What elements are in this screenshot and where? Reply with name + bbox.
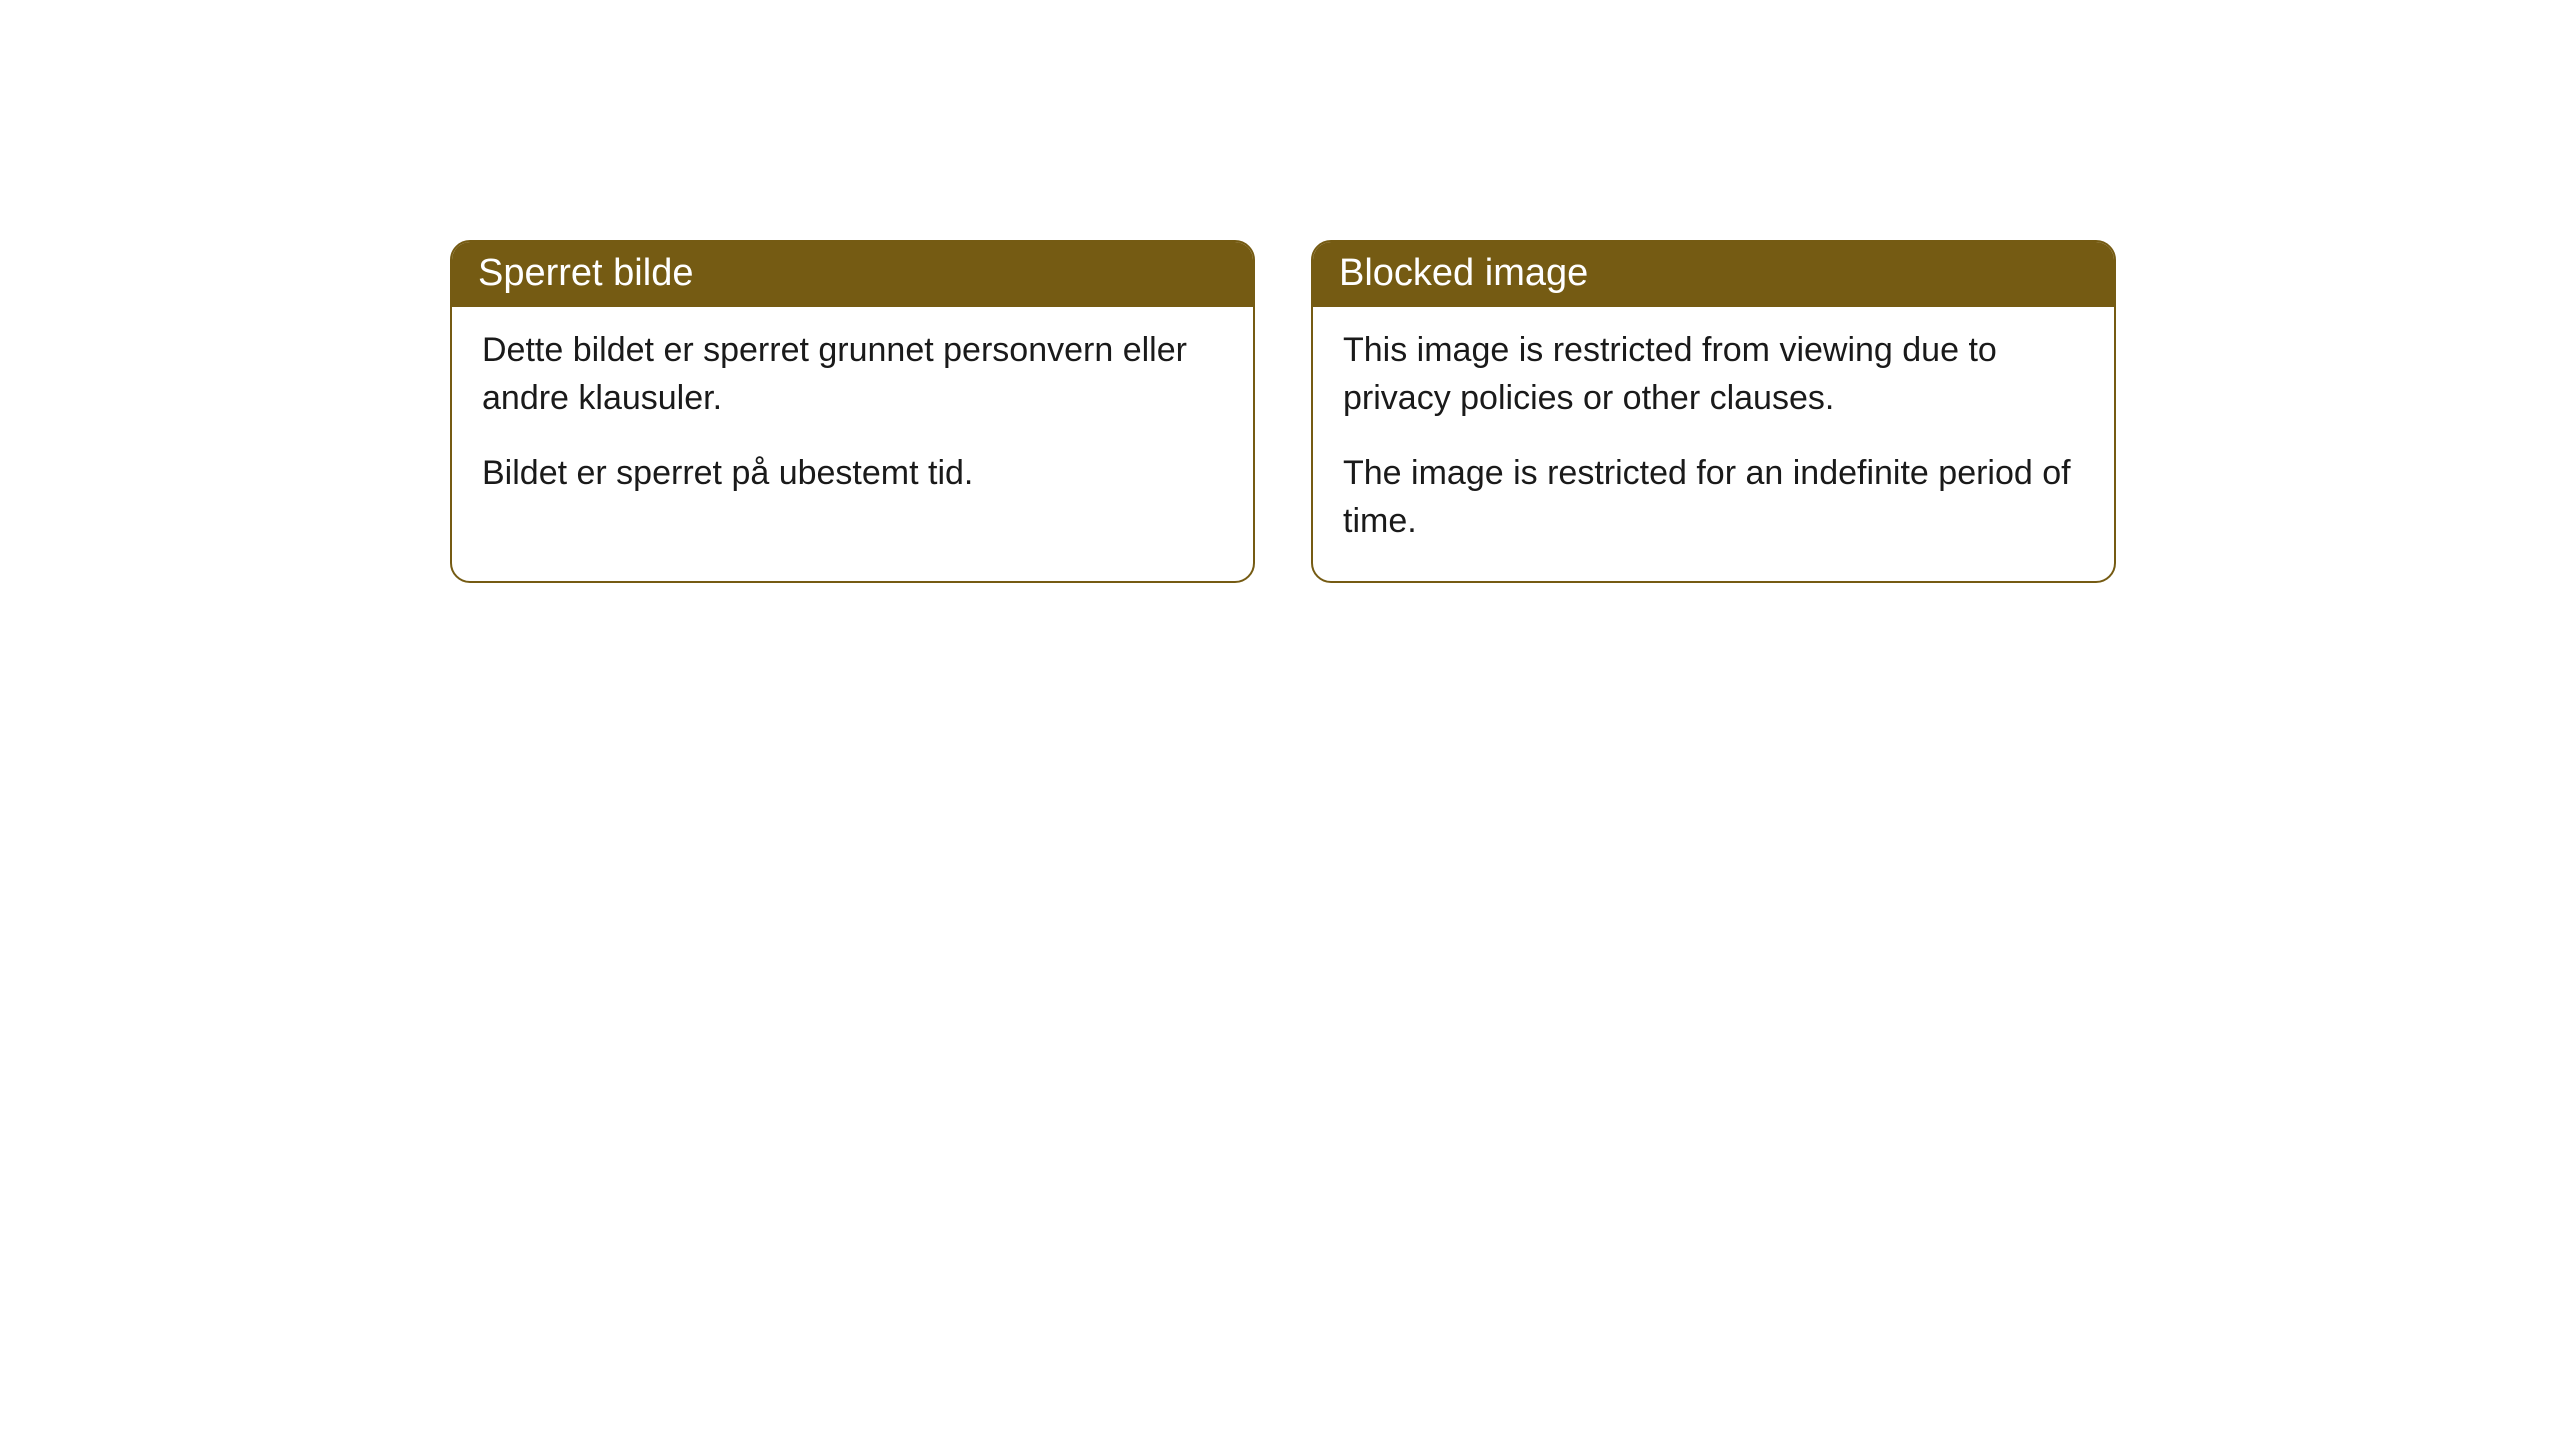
card-text-english-1: This image is restricted from viewing du…: [1343, 327, 2084, 422]
card-header-english: Blocked image: [1313, 242, 2114, 307]
cards-container: Sperret bilde Dette bildet er sperret gr…: [0, 0, 2560, 583]
card-body-english: This image is restricted from viewing du…: [1313, 307, 2114, 581]
card-text-norwegian-2: Bildet er sperret på ubestemt tid.: [482, 450, 1223, 498]
card-body-norwegian: Dette bildet er sperret grunnet personve…: [452, 307, 1253, 534]
blocked-image-card-norwegian: Sperret bilde Dette bildet er sperret gr…: [450, 240, 1255, 583]
card-header-norwegian: Sperret bilde: [452, 242, 1253, 307]
card-text-norwegian-1: Dette bildet er sperret grunnet personve…: [482, 327, 1223, 422]
blocked-image-card-english: Blocked image This image is restricted f…: [1311, 240, 2116, 583]
card-text-english-2: The image is restricted for an indefinit…: [1343, 450, 2084, 545]
